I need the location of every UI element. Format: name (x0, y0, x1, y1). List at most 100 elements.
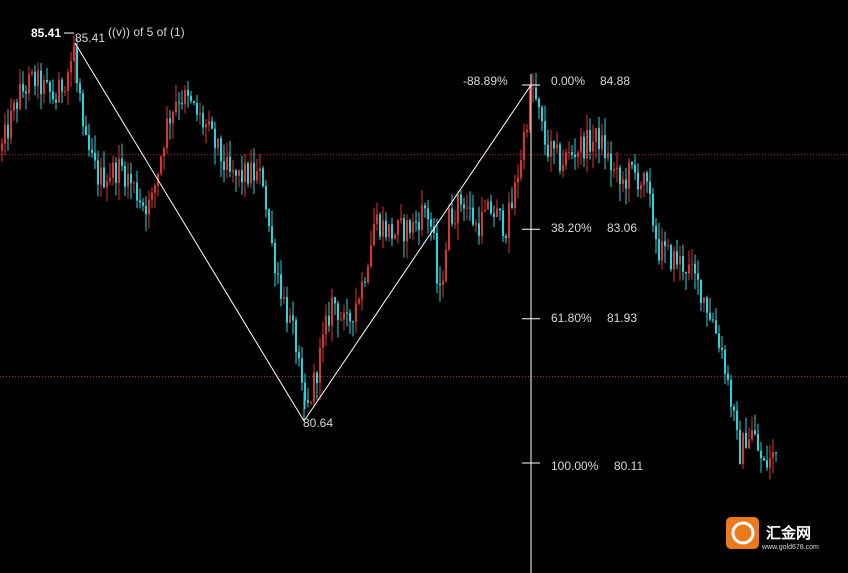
candle-body (427, 208, 429, 220)
candle-body (403, 218, 405, 242)
candle-body (415, 221, 417, 223)
candle-body (604, 135, 606, 159)
candle-body (379, 214, 381, 237)
candle-body (292, 315, 294, 321)
candle-body (466, 207, 468, 209)
candle-body (358, 299, 360, 304)
candle-body (67, 72, 69, 92)
candle-body (106, 181, 108, 188)
candle-body (751, 430, 753, 440)
candle-body (172, 112, 174, 124)
candle-body (25, 91, 27, 94)
watermark-logo-dot (744, 527, 750, 533)
wave-label: ((v)) of 5 of (1) (108, 25, 185, 39)
candle-body (298, 352, 300, 359)
candle-body (475, 223, 477, 225)
candle-body (433, 226, 435, 234)
candle-body (223, 161, 225, 170)
candle-body (436, 233, 438, 284)
candle-body (703, 297, 705, 304)
candle-body (643, 172, 645, 185)
candle-body (610, 153, 612, 171)
candle-body (733, 406, 735, 411)
candle-body (547, 144, 549, 157)
candle-body (634, 164, 636, 173)
candle-body (478, 223, 480, 236)
candle-body (748, 439, 750, 449)
candle-body (352, 321, 354, 323)
candle-body (22, 83, 24, 92)
candle-body (133, 182, 135, 184)
candle-body (430, 219, 432, 227)
candle-body (763, 458, 765, 461)
candle-body (373, 223, 375, 246)
candle-body (640, 184, 642, 190)
candle-body (721, 347, 723, 350)
candle-body (409, 220, 411, 233)
candle-body (115, 162, 117, 183)
candle-body (586, 130, 588, 159)
candle-body (742, 432, 744, 465)
candle-body (562, 165, 564, 171)
candle-body (694, 263, 696, 274)
candle-body (766, 460, 768, 468)
candle-body (364, 281, 366, 283)
candle-body (499, 208, 501, 211)
candle-body (451, 208, 453, 224)
candle-body (457, 194, 459, 224)
watermark-logo-text: 汇金网 (766, 524, 811, 542)
candle-body (10, 110, 12, 139)
candle-body (439, 283, 441, 286)
candle-body (136, 182, 138, 201)
candle-body (736, 410, 738, 430)
candle-body (85, 126, 87, 136)
candle-body (235, 170, 237, 176)
candle-body (76, 46, 78, 84)
candle-body (691, 263, 693, 265)
candle-body (325, 315, 327, 335)
candle-body (226, 156, 228, 170)
candle-body (769, 457, 771, 468)
candle-body (577, 152, 579, 158)
candle-body (712, 319, 714, 321)
candle-body (724, 349, 726, 374)
candle-body (700, 279, 702, 304)
candle-body (568, 152, 570, 154)
candle-body (58, 79, 60, 103)
candle-body (205, 124, 207, 128)
watermark-url: www.gold678.com (761, 544, 819, 551)
candle-body (121, 158, 123, 166)
candle-body (367, 266, 369, 283)
candle-body (484, 209, 486, 212)
candle-body (34, 71, 36, 87)
candle-body (208, 121, 210, 125)
candle-body (460, 194, 462, 205)
candle-body (37, 70, 39, 87)
candle-body (745, 432, 747, 449)
candle-body (40, 70, 42, 94)
candle-body (109, 177, 111, 182)
candle-body (595, 128, 597, 142)
candle-body (757, 433, 759, 451)
candle-body (682, 255, 684, 272)
candle-body (598, 128, 600, 150)
candle-body (88, 135, 90, 150)
candle-body (490, 201, 492, 214)
candle-body (454, 223, 456, 225)
candle-body (754, 430, 756, 434)
candle-body (355, 303, 357, 322)
candle-body (4, 124, 6, 144)
candle-body (319, 347, 321, 384)
candle-body (496, 208, 498, 217)
candle-body (268, 209, 270, 227)
candle-body (238, 170, 240, 176)
candle-body (163, 148, 165, 157)
candle-body (199, 113, 201, 115)
wave-point-label-high: 85.41 (75, 31, 105, 45)
candle-body (118, 158, 120, 183)
candle-body (82, 93, 84, 127)
candle-body (280, 274, 282, 299)
candle-body (658, 239, 660, 261)
candle-body (28, 73, 30, 94)
